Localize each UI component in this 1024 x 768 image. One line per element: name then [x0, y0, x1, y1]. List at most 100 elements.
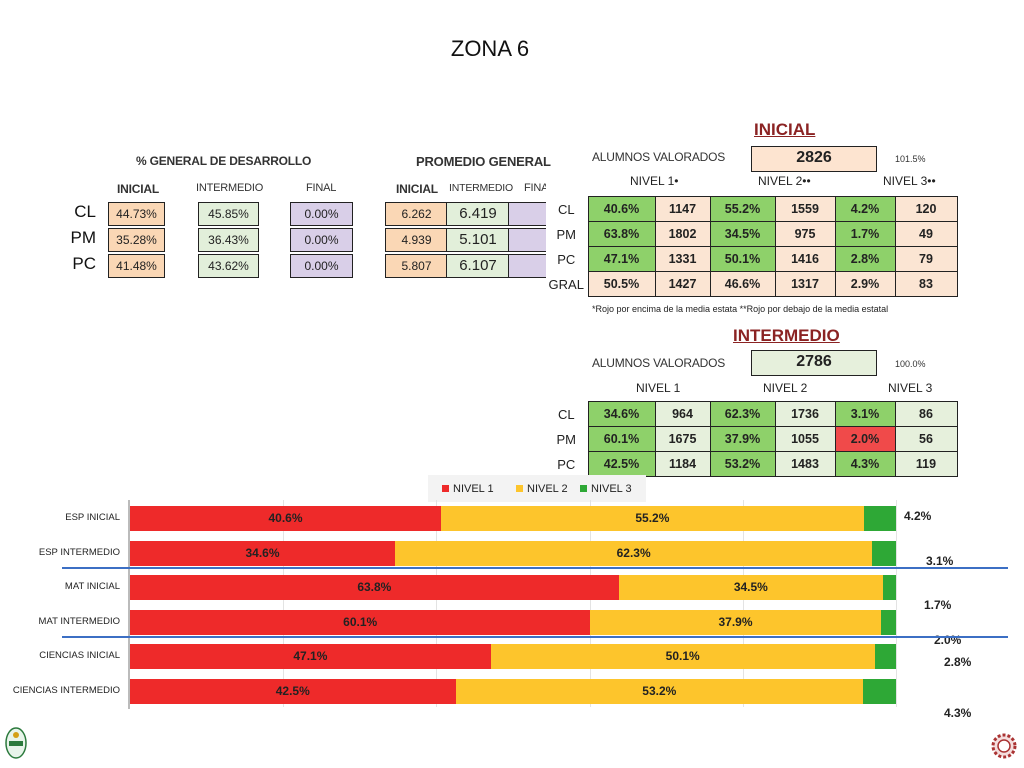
- row-label: GRAL: [548, 276, 584, 292]
- desarrollo-cell: 35.28%: [108, 228, 165, 252]
- cell: 3.1%: [834, 401, 896, 427]
- cell: 46.6%: [709, 271, 776, 297]
- cell: 1427: [654, 271, 711, 297]
- stacked-bar-chart: NIVEL 1 NIVEL 2 NIVEL 3 ESP INICIAL 40.6%…: [0, 475, 1024, 720]
- bar-segment-nivel1: 63.8%: [130, 575, 619, 600]
- inicial-level-header: NIVEL 1•: [630, 174, 679, 188]
- gridline: [283, 500, 285, 707]
- cell: 1331: [654, 246, 711, 272]
- cell: 1675: [654, 426, 711, 452]
- legend-swatch: [442, 485, 449, 492]
- inicial-level-header: NIVEL 3••: [883, 174, 936, 188]
- separator-line: [62, 636, 1008, 638]
- cell: 1559: [774, 196, 836, 222]
- data-label-nivel3: 2.0%: [934, 632, 962, 647]
- promedio-cell-final: [508, 228, 546, 252]
- desarrollo-col-intermedio: INTERMEDIO: [196, 182, 264, 194]
- cell: 1317: [774, 271, 836, 297]
- inicial-note: *Rojo por encima de la media estata **Ro…: [592, 304, 889, 314]
- desarrollo-cell: 44.73%: [108, 202, 165, 226]
- inicial-alumnos-value: 2826: [751, 146, 877, 172]
- table-row: PC 47.1% 1331 50.1% 1416 2.8% 79: [548, 246, 958, 272]
- bar-segment-nivel3: [872, 540, 896, 566]
- table-row: PM 60.1% 1675 37.9% 1055 2.0% 56: [548, 426, 958, 452]
- chart-legend: NIVEL 1 NIVEL 2 NIVEL 3: [428, 475, 646, 502]
- desarrollo-row-label: PC: [72, 254, 96, 273]
- cell: 63.8%: [587, 221, 656, 247]
- promedio-col-intermedio: INTERMEDIO: [449, 182, 513, 194]
- y-axis-line: [128, 500, 130, 709]
- bar-segment-nivel3: [874, 644, 896, 669]
- cell: 34.6%: [587, 401, 656, 427]
- desarrollo-cell: 45.85%: [198, 202, 259, 226]
- desarrollo-col-inicial: INICIAL: [117, 182, 159, 196]
- intermedio-level-header: NIVEL 1: [636, 381, 681, 395]
- intermedio-section-title: INTERMEDIO: [733, 326, 840, 345]
- bar-segment-nivel2: 37.9%: [590, 609, 881, 635]
- legend-swatch: [516, 485, 523, 492]
- desarrollo-cell: 41.48%: [108, 254, 165, 278]
- bar-segment-nivel3: [863, 506, 896, 531]
- bar-segment-nivel1: 34.6%: [130, 540, 396, 566]
- cell: 2.9%: [834, 271, 896, 297]
- bar-segment-nivel2: 55.2%: [440, 506, 864, 531]
- bar-segment-nivel2: 53.2%: [455, 678, 864, 704]
- cell: 1055: [774, 426, 836, 452]
- promedio-cell: 6.262: [385, 202, 448, 226]
- intermedio-alumnos-label: ALUMNOS VALORADOS: [592, 356, 726, 370]
- bar-segment-nivel1: 47.1%: [130, 644, 491, 669]
- row-label: PC: [557, 251, 576, 267]
- inicial-section-title: INICIAL: [754, 120, 816, 139]
- cell: 40.6%: [587, 196, 656, 222]
- cell: 53.2%: [709, 451, 776, 477]
- cell: 1.7%: [834, 221, 896, 247]
- promedio-cell: 6.419: [446, 202, 510, 226]
- bar-segment-nivel1: 60.1%: [130, 609, 591, 635]
- data-label-nivel3: 3.1%: [926, 553, 954, 568]
- data-label-nivel3: 1.7%: [924, 598, 952, 612]
- data-label-nivel3: 4.2%: [904, 509, 932, 523]
- bar-segment-nivel3: [882, 575, 896, 600]
- cell: 2.0%: [834, 426, 896, 452]
- cell: 49: [894, 221, 958, 247]
- promedio-cell: 6.107: [446, 254, 510, 278]
- cell: 50.5%: [587, 271, 656, 297]
- table-row: CL 40.6% 1147 55.2% 1559 4.2% 120: [548, 196, 958, 222]
- promedio-cell: 5.101: [446, 228, 510, 252]
- legend-item-nivel2: NIVEL 2: [516, 483, 568, 495]
- category-label: MAT INTERMEDIO: [38, 615, 120, 627]
- intermedio-table: CL 34.6% 964 62.3% 1736 3.1% 86 PM 60.1%…: [548, 401, 958, 477]
- category-label: CIENCIAS INICIAL: [39, 650, 120, 661]
- bar-segment-nivel3: [863, 678, 896, 704]
- desarrollo-cell: 0.00%: [290, 202, 353, 226]
- cell: 1483: [774, 451, 836, 477]
- cell: 42.5%: [587, 451, 656, 477]
- gear-emblem-icon: [990, 732, 1018, 760]
- category-label: ESP INTERMEDIO: [38, 546, 120, 558]
- cell: 60.1%: [587, 426, 656, 452]
- cell: 1802: [654, 221, 711, 247]
- cell: 47.1%: [587, 246, 656, 272]
- gridline: [436, 500, 438, 707]
- intermedio-alumnos-value: 2786: [751, 350, 877, 376]
- row-label: CL: [557, 201, 575, 217]
- category-label: CIENCIAS INTERMEDIO: [12, 684, 120, 696]
- cell: 34.5%: [709, 221, 776, 247]
- intermedio-level-header: NIVEL 2: [763, 381, 808, 395]
- promedio-title: PROMEDIO GENERAL: [416, 154, 551, 169]
- promedio-cell: 5.807: [385, 254, 448, 278]
- cell: 1147: [654, 196, 711, 222]
- row-label: CL: [557, 406, 575, 422]
- desarrollo-cell: 0.00%: [290, 254, 353, 278]
- page-title: ZONA 6: [450, 36, 530, 61]
- legend-item-nivel1: NIVEL 1: [442, 483, 494, 495]
- gridline: [896, 500, 897, 707]
- intermedio-level-header: NIVEL 3: [888, 381, 933, 395]
- cell: 83: [894, 271, 958, 297]
- promedio-cell-final: [508, 202, 546, 226]
- desarrollo-title: % GENERAL DE DESARROLLO: [136, 154, 312, 168]
- cell: 4.2%: [834, 196, 896, 222]
- bar-segment-nivel3: [880, 609, 896, 635]
- cell: 1416: [774, 246, 836, 272]
- category-label: MAT INICIAL: [64, 581, 120, 592]
